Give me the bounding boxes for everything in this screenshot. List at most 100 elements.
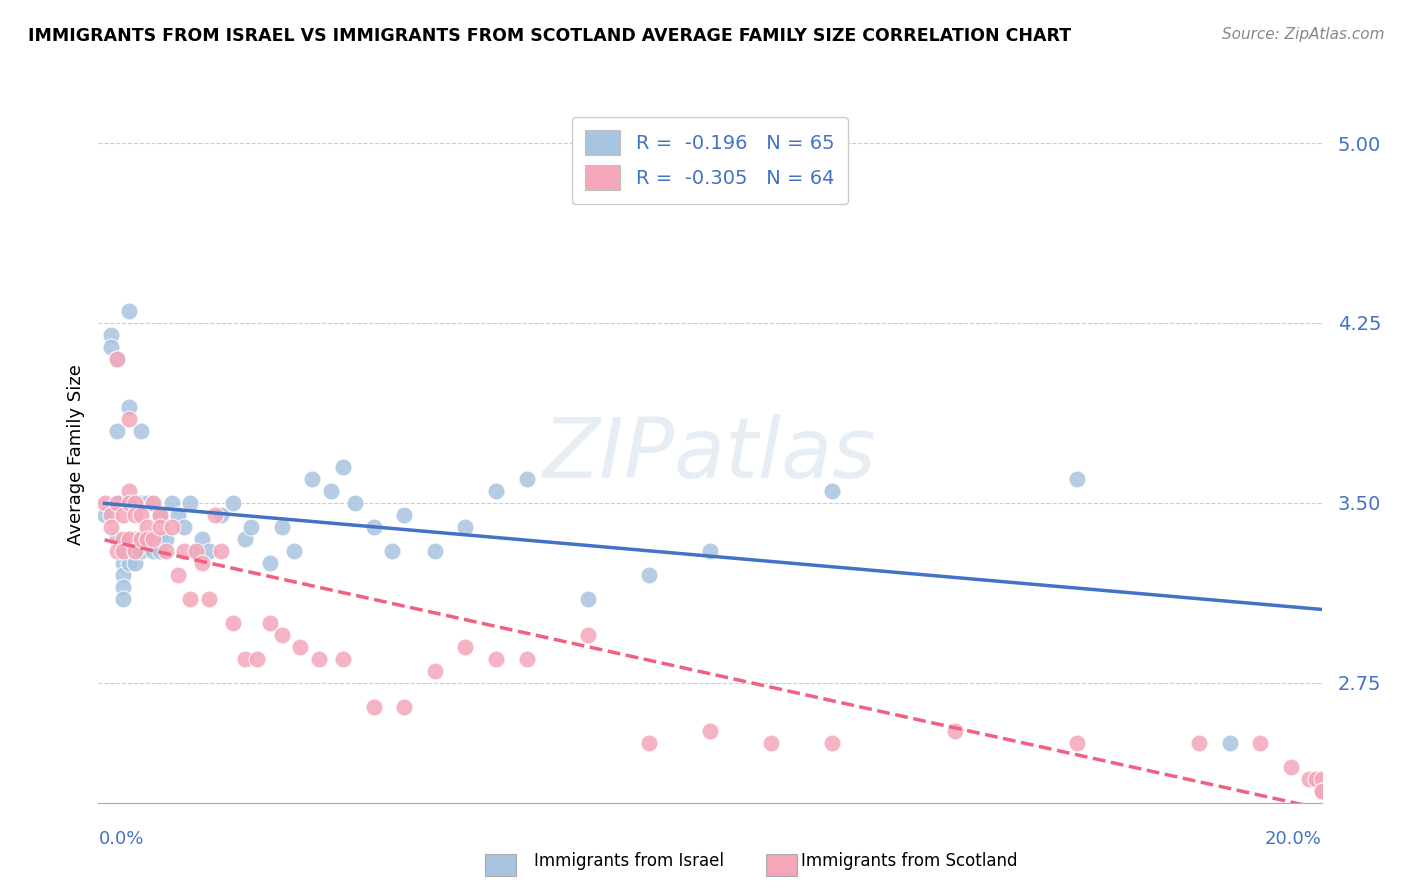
Point <box>124 496 146 510</box>
Point <box>118 532 141 546</box>
Point <box>759 736 782 750</box>
Point <box>821 736 844 750</box>
Point <box>105 496 128 510</box>
Point <box>191 532 214 546</box>
Point <box>344 496 367 510</box>
Point <box>167 508 190 522</box>
Point <box>1310 784 1333 798</box>
Point <box>118 532 141 546</box>
Point <box>637 567 661 582</box>
Point <box>111 556 134 570</box>
Point <box>392 508 416 522</box>
Point <box>576 591 599 606</box>
Point <box>1279 760 1302 774</box>
Point <box>240 520 263 534</box>
Point <box>209 508 232 522</box>
Text: 0.0%: 0.0% <box>98 830 143 847</box>
Point <box>142 532 165 546</box>
Point <box>699 723 721 738</box>
Point <box>167 567 190 582</box>
Point <box>118 496 141 510</box>
Text: 20.0%: 20.0% <box>1265 830 1322 847</box>
Point <box>160 496 183 510</box>
Point <box>149 532 172 546</box>
Point <box>1298 772 1320 786</box>
Point <box>179 496 201 510</box>
Point <box>516 652 538 666</box>
Point <box>173 520 195 534</box>
Point <box>155 532 177 546</box>
Point <box>136 496 159 510</box>
Point <box>118 483 141 498</box>
Point <box>118 412 141 426</box>
Point <box>943 723 966 738</box>
Point <box>197 544 219 558</box>
Point <box>191 556 214 570</box>
Point <box>111 567 134 582</box>
Point <box>259 615 281 630</box>
Text: ZIPatlas: ZIPatlas <box>543 415 877 495</box>
Point <box>270 520 292 534</box>
Point <box>381 544 404 558</box>
Point <box>173 544 195 558</box>
Point <box>301 472 323 486</box>
Point <box>105 544 128 558</box>
Point <box>308 652 330 666</box>
Point <box>363 699 385 714</box>
Text: Source: ZipAtlas.com: Source: ZipAtlas.com <box>1222 27 1385 42</box>
Point <box>129 544 152 558</box>
Point <box>105 424 128 438</box>
Point <box>100 328 122 343</box>
Point <box>111 580 134 594</box>
Point <box>124 544 146 558</box>
Point <box>100 508 122 522</box>
Point <box>699 544 721 558</box>
Point <box>485 483 508 498</box>
Text: Immigrants from Scotland: Immigrants from Scotland <box>801 852 1018 870</box>
Point <box>149 520 172 534</box>
Point <box>105 351 128 366</box>
Point <box>233 652 256 666</box>
Point <box>129 532 152 546</box>
Point <box>270 628 292 642</box>
Point <box>118 496 141 510</box>
Point <box>363 520 385 534</box>
Legend: R =  -0.196   N = 65, R =  -0.305   N = 64: R = -0.196 N = 65, R = -0.305 N = 64 <box>572 117 848 203</box>
Point <box>1310 784 1333 798</box>
Point <box>179 591 201 606</box>
Point <box>637 736 661 750</box>
Text: Immigrants from Israel: Immigrants from Israel <box>534 852 724 870</box>
Point <box>454 640 477 654</box>
Point <box>136 520 159 534</box>
Point <box>142 496 165 510</box>
Point <box>246 652 269 666</box>
Point <box>93 508 115 522</box>
Point <box>332 652 354 666</box>
Point <box>142 496 165 510</box>
Point <box>111 532 134 546</box>
Point <box>233 532 256 546</box>
Point <box>124 508 146 522</box>
Point <box>111 508 134 522</box>
Point <box>186 544 208 558</box>
Point <box>118 304 141 318</box>
Point <box>332 459 354 474</box>
Point <box>149 544 172 558</box>
Point <box>155 544 177 558</box>
Point <box>129 496 152 510</box>
Point <box>283 544 305 558</box>
Point <box>149 508 172 522</box>
Point <box>1188 736 1211 750</box>
Point <box>136 532 159 546</box>
Point <box>197 591 219 606</box>
Point <box>186 544 208 558</box>
Point <box>209 544 232 558</box>
Point <box>423 544 446 558</box>
Point <box>392 699 416 714</box>
Point <box>105 351 128 366</box>
Text: IMMIGRANTS FROM ISRAEL VS IMMIGRANTS FROM SCOTLAND AVERAGE FAMILY SIZE CORRELATI: IMMIGRANTS FROM ISRAEL VS IMMIGRANTS FRO… <box>28 27 1071 45</box>
Point <box>118 544 141 558</box>
Point <box>105 532 128 546</box>
Y-axis label: Average Family Size: Average Family Size <box>66 365 84 545</box>
Point <box>160 520 183 534</box>
